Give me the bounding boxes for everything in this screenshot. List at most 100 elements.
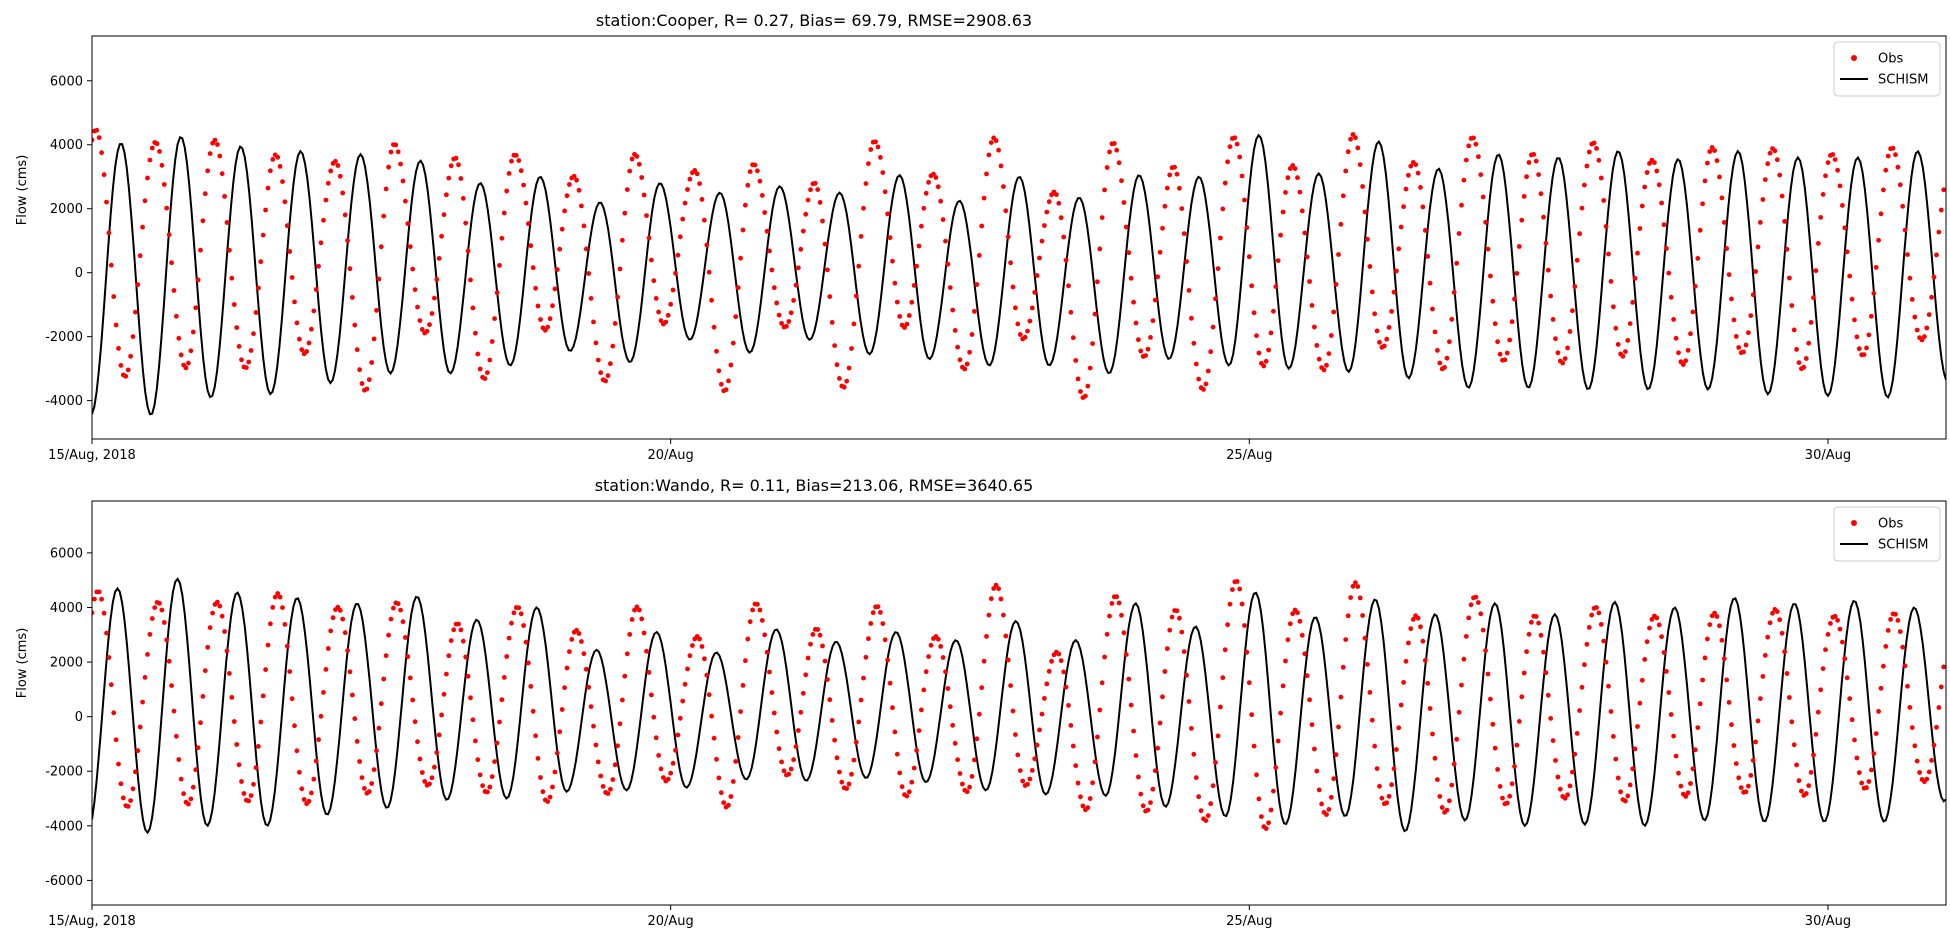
wando-obs-point [1864, 785, 1869, 791]
cooper-obs-point [745, 182, 751, 188]
wando-obs-point [1770, 610, 1775, 616]
cooper-obs-point [239, 357, 244, 363]
wando-xtick-label: 15/Aug, 2018 [48, 914, 136, 929]
cooper-obs-point [1015, 321, 1021, 327]
wando-obs-point [1536, 620, 1541, 626]
wando-obs-point [673, 747, 678, 753]
wando-obs-point [169, 683, 175, 688]
wando-obs-point [1386, 793, 1392, 799]
cooper-obs-point [482, 376, 488, 381]
wando-obs-point [523, 639, 529, 645]
cooper-obs-point [1302, 230, 1308, 236]
cooper-obs-point [1121, 200, 1127, 205]
wando-obs-point [947, 704, 953, 710]
cooper-obs-point [1608, 279, 1614, 284]
wando-obs-point [1799, 788, 1804, 794]
wando-obs-point [906, 789, 912, 795]
cooper-obs-point [943, 238, 948, 244]
wando-obs-point [1938, 684, 1944, 690]
wando-obs-point [791, 757, 796, 763]
cooper-obs-point [567, 182, 572, 187]
cooper-obs-point [253, 310, 259, 315]
cooper-obs-point [673, 270, 678, 276]
wando-obs-point [610, 777, 616, 782]
cooper-obs-point [812, 180, 818, 186]
wando-obs-point [1398, 702, 1404, 708]
wando-obs-point [1897, 629, 1903, 634]
wando-obs-point [1598, 622, 1604, 627]
cooper-axes-frame [91, 35, 1947, 440]
cooper-obs-point [1524, 174, 1529, 180]
cooper-obs-point [735, 285, 741, 291]
cooper-obs-point [1594, 146, 1599, 151]
cooper-obs-point [501, 210, 507, 216]
cooper-obs-point [1702, 178, 1708, 184]
wando-obs-point [280, 605, 285, 610]
cooper-obs-point [598, 370, 604, 376]
wando-obs-point [1635, 724, 1640, 729]
wando-obs-point [550, 784, 555, 790]
wando-obs-point [1632, 746, 1638, 752]
cooper-obs-point [1613, 325, 1619, 331]
cooper-obs-point [419, 327, 425, 332]
cooper-obs-point [1606, 251, 1611, 257]
cooper-obs-point [1454, 260, 1460, 266]
cooper-obs-point [726, 378, 731, 384]
cooper-obs-point [1316, 356, 1322, 362]
wando-obs-point [1876, 709, 1881, 714]
cooper-obs-point [764, 228, 770, 234]
wando-obs-point [926, 654, 931, 659]
cooper-obs-point [149, 145, 155, 151]
wando-obs-point [1280, 683, 1286, 689]
wando-obs-point [1384, 800, 1390, 806]
wando-obs-point [1068, 723, 1074, 728]
wando-obs-point [709, 713, 714, 719]
wando-obs-point [805, 655, 811, 661]
cooper-panel: station:Cooper, R= 0.27, Bias= 69.79, RM… [15, 11, 1947, 463]
cooper-obs-point [1695, 256, 1701, 261]
cooper-obs-point [183, 365, 189, 371]
cooper-obs-point [135, 282, 141, 287]
wando-obs-point [323, 667, 329, 672]
cooper-obs-point [699, 197, 705, 202]
wando-obs-point [530, 708, 536, 714]
wando-obs-point [96, 589, 102, 595]
cooper-obs-point [1926, 312, 1932, 317]
wando-obs-point [1203, 818, 1209, 823]
wando-obs-point [207, 625, 213, 630]
cooper-obs-point [1179, 206, 1185, 212]
cooper-obs-point [388, 149, 394, 155]
wando-obs-point [808, 641, 813, 647]
wando-obs-point [1121, 630, 1127, 636]
cooper-obs-point [1403, 186, 1409, 192]
cooper-obs-point [350, 295, 355, 300]
wando-obs-point [1878, 685, 1884, 691]
cooper-obs-point [1261, 363, 1267, 369]
wando-obs-point [270, 605, 276, 610]
wando-obs-point [988, 596, 994, 602]
cooper-obs-point [581, 223, 587, 229]
cooper-obs-point [1929, 294, 1934, 300]
wando-obs-point [1692, 747, 1698, 753]
wando-obs-point [863, 654, 869, 660]
cooper-obs-point [538, 317, 543, 322]
wando-obs-point [1787, 695, 1792, 700]
wando-obs-point [1304, 673, 1310, 679]
cooper-obs-point [1577, 231, 1582, 237]
cooper-obs-point [1297, 189, 1303, 195]
cooper-obs-point [453, 155, 459, 161]
wando-obs-point [1777, 617, 1783, 623]
cooper-obs-point [1391, 289, 1397, 295]
cooper-obs-point [740, 227, 746, 233]
wando-obs-point [1577, 708, 1582, 713]
wando-obs-point [113, 737, 119, 743]
cooper-obs-point [1377, 339, 1382, 345]
cooper-obs-point [1220, 206, 1226, 212]
cooper-legend-obs-marker [1851, 55, 1857, 61]
wando-obs-point [130, 786, 136, 792]
cooper-obs-point [460, 196, 466, 201]
cooper-obs-point [974, 282, 980, 287]
wando-obs-point [217, 603, 223, 609]
wando-obs-point [1924, 776, 1930, 782]
wando-obs-point [1222, 647, 1228, 653]
